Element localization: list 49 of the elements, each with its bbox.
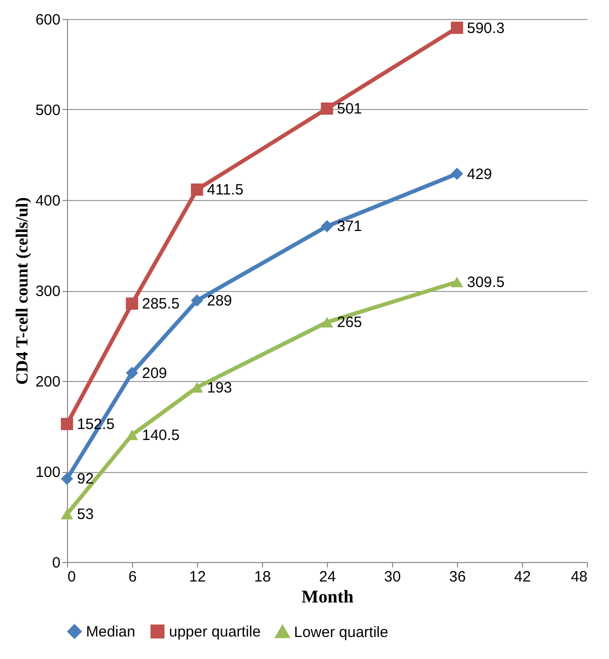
x-tick-label: 18	[254, 568, 271, 586]
x-tick-label: 6	[128, 568, 137, 586]
data-label: 265	[337, 314, 362, 332]
data-label: 371	[337, 218, 362, 236]
data-label: 140.5	[142, 426, 180, 444]
x-axis-title: Month	[301, 586, 354, 606]
legend-label: upper quartile	[169, 624, 261, 641]
point	[126, 366, 138, 379]
legend-label: Lower quartile	[294, 624, 388, 641]
data-label: 92	[77, 470, 94, 488]
data-label: 501	[337, 100, 362, 118]
point	[126, 298, 138, 310]
y-tick-label: 300	[35, 283, 60, 300]
data-label: 309.5	[467, 274, 505, 291]
point	[190, 294, 204, 307]
y-tick-label: 500	[35, 102, 60, 119]
point	[60, 508, 74, 520]
x-tick-label: 24	[319, 568, 336, 586]
point	[190, 183, 204, 196]
x-tick-label: 48	[570, 568, 588, 586]
y-tick-label: 200	[35, 374, 60, 390]
point	[60, 418, 74, 430]
point	[450, 276, 464, 288]
data-label: 289	[207, 292, 232, 310]
point	[320, 220, 334, 232]
legend-label: Median	[86, 624, 136, 641]
data-label: 193	[207, 379, 232, 396]
data-label: 590.3	[467, 20, 505, 37]
y-tick-label: 600	[35, 12, 60, 28]
x-tick-label: 0	[68, 568, 76, 586]
data-label: 429	[467, 166, 492, 183]
data-label: 285.5	[142, 296, 180, 313]
y-tick-label: 0	[52, 554, 60, 572]
x-tick-label: 36	[449, 568, 466, 586]
x-tick-label: 42	[514, 568, 531, 586]
point	[320, 102, 334, 115]
data-label: 209	[142, 364, 168, 382]
y-tick-label: 100	[35, 464, 60, 481]
point	[450, 22, 464, 34]
x-tick-label: 12	[189, 568, 206, 586]
point	[60, 472, 74, 485]
y-axis-title: CD4 T-cell count (cells/ul)	[12, 197, 32, 385]
point	[126, 430, 138, 440]
x-tick-label: 30	[384, 568, 401, 586]
data-label: 53	[77, 506, 94, 524]
y-tick-label: 400	[35, 192, 60, 210]
point	[320, 316, 334, 328]
data-label: 411.5	[207, 182, 244, 199]
point	[450, 168, 464, 180]
